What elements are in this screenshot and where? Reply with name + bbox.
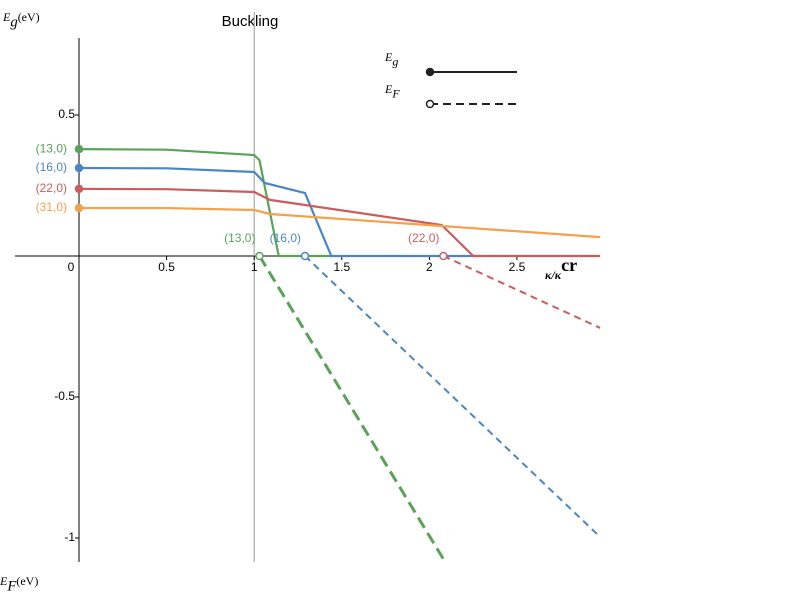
legend-marker [425,67,435,77]
series-marker [74,163,84,173]
series-line [304,255,601,538]
series-marker [439,251,448,261]
series-line [442,255,601,329]
y-label-bottom: EF(eV) [0,574,38,595]
y-label-top-sub: g [10,15,17,31]
series-label: (16,0) [270,231,301,245]
x-tick-label: 0 [68,260,75,274]
series-line [258,255,447,563]
y-label-bottom-sub: F [6,579,17,595]
y-label-top: Eg(eV) [2,10,40,31]
series-line [79,206,601,239]
series-label: (22,0) [408,231,439,245]
series-label: (31,0) [36,200,67,214]
series-marker [74,144,84,154]
series-line [78,187,601,258]
y-label-top-base: E [2,10,11,24]
series-line [78,148,332,258]
y-tick-label: 0.5 [58,107,75,121]
series-marker [300,251,310,261]
series-label: (16,0) [36,160,67,174]
series-marker [74,184,84,194]
y-label-top-unit: (eV) [18,10,40,24]
x-label-base: κ/κ [545,268,562,282]
y-tick-label: -1 [64,530,75,544]
legend-label: EF [384,82,400,100]
series-label: (13,0) [224,231,255,245]
x-label-sup: cr [561,255,577,275]
legend-label-base: E [384,82,393,96]
series-line [78,166,482,258]
series-label: (13,0) [36,141,67,155]
x-tick-label: 0.5 [158,260,175,274]
series-label: (22,0) [36,181,67,195]
annotation: Buckling [222,13,279,30]
y-tick-label: -0.5 [54,389,75,403]
x-tick-label: 2 [426,260,433,274]
series-marker [255,251,264,261]
x-tick-label: 1 [251,260,258,274]
x-tick-label: 2.5 [509,260,526,274]
series-marker [74,203,84,213]
legend-label-sub: F [391,86,400,100]
y-label-bottom-unit: (eV) [16,574,38,588]
y-label-bottom-base: E [0,574,8,588]
legend-label-sub: g [392,54,398,68]
x-label: κ/κcr [545,255,577,282]
legend-label-base: E [384,50,393,64]
legend-marker [425,99,435,109]
x-tick-label: 1.5 [333,260,350,274]
legend-label: Eg [384,50,398,68]
